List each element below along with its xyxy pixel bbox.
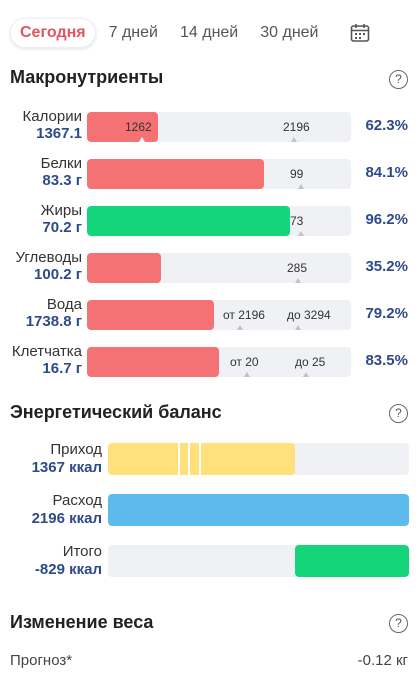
macro-row: Белки 83.3 г 99 84.1% — [0, 155, 416, 191]
energy-value: 1367 ккал — [31, 459, 102, 476]
forecast-value: -0.12 кг — [357, 652, 408, 669]
macro-value: 83.3 г — [42, 172, 82, 189]
macro-label: Белки 83.3 г — [41, 155, 82, 189]
macro-value: 70.2 г — [42, 219, 82, 236]
macro-name: Жиры — [40, 202, 82, 219]
weight-title: Изменение веса — [10, 612, 154, 632]
calendar-icon[interactable] — [350, 23, 370, 43]
tab-7-days[interactable]: 7 дней — [108, 24, 158, 41]
macro-label: Калории 1367.1 — [23, 108, 82, 142]
forecast-label: Прогноз* — [10, 652, 73, 669]
macro-target-tick — [291, 137, 297, 142]
macro-value: 1738.8 г — [25, 313, 82, 330]
macro-progress-bar: 285 — [87, 253, 351, 283]
energy-name: Итого — [62, 543, 102, 560]
energy-bar — [108, 545, 409, 577]
macro-progress-fill — [87, 159, 264, 189]
macro-min-marker: 1262 — [125, 120, 152, 134]
energy-bar-fill — [295, 545, 409, 577]
energy-row: Расход 2196 ккал — [0, 492, 416, 532]
energy-bar — [108, 494, 409, 526]
macro-progress-fill — [87, 112, 158, 142]
macro-min-tick — [139, 137, 145, 142]
macro-name: Белки — [40, 155, 82, 172]
energy-label: Итого -829 ккал — [35, 543, 102, 579]
macro-min-tick — [237, 325, 243, 330]
energy-row: Приход 1367 ккал — [0, 441, 416, 481]
macro-target-marker: до 3294 — [287, 308, 331, 322]
macro-value: 100.2 г — [34, 266, 82, 283]
macro-value: 1367.1 — [36, 125, 82, 142]
macro-percent: 84.1% — [365, 164, 408, 181]
macro-progress-bar: от 2196 до 3294 — [87, 300, 351, 330]
macro-target-marker: 73 — [290, 214, 304, 228]
macros-title: Макронутриенты — [10, 67, 164, 87]
energy-value: -829 ккал — [34, 561, 102, 578]
tab-14-days[interactable]: 14 дней — [179, 24, 239, 41]
energy-label: Приход 1367 ккал — [32, 441, 102, 477]
macro-target-tick — [303, 372, 309, 377]
macro-row: Углеводы 100.2 г 285 35.2% — [0, 249, 416, 285]
macro-min-marker: от 2196 — [223, 308, 265, 322]
macro-label: Углеводы 100.2 г — [16, 249, 82, 283]
macro-name: Вода — [46, 296, 82, 313]
macro-target-tick — [298, 231, 304, 236]
macro-target-tick — [295, 325, 301, 330]
macro-label: Вода 1738.8 г — [26, 296, 82, 330]
energy-name: Расход — [52, 492, 102, 509]
macro-target-marker: 2196 — [283, 120, 310, 134]
energy-help-icon[interactable]: ? — [389, 404, 408, 423]
energy-title: Энергетический баланс — [10, 402, 222, 422]
tab-30-days[interactable]: 30 дней — [260, 24, 319, 41]
macro-progress-fill — [87, 253, 161, 283]
macro-percent: 83.5% — [365, 352, 408, 369]
energy-segment-divider — [188, 443, 190, 475]
macro-progress-bar: 99 — [87, 159, 351, 189]
energy-name: Приход — [50, 441, 102, 458]
macro-label: Жиры 70.2 г — [41, 202, 82, 236]
period-tabs: Сегодня 7 дней 14 дней 30 дней — [10, 17, 406, 49]
macro-label: Клетчатка 16.7 г — [12, 343, 82, 377]
energy-segment-divider — [178, 443, 180, 475]
macro-progress-bar: 73 — [87, 206, 351, 236]
macros-help-icon[interactable]: ? — [389, 70, 408, 89]
macro-progress-fill — [87, 206, 290, 236]
macro-row: Вода 1738.8 г от 2196 до 3294 79.2% — [0, 296, 416, 332]
energy-bar-fill — [108, 443, 295, 475]
macro-progress-fill — [87, 300, 214, 330]
weight-help-icon[interactable]: ? — [389, 614, 408, 633]
macro-row: Жиры 70.2 г 73 96.2% — [0, 202, 416, 238]
macro-percent: 35.2% — [365, 258, 408, 275]
macro-target-marker: 99 — [290, 167, 304, 181]
macro-min-tick — [244, 372, 250, 377]
macro-target-tick — [298, 184, 304, 189]
energy-label: Расход 2196 ккал — [32, 492, 102, 528]
energy-segment-divider — [199, 443, 201, 475]
energy-row: Итого -829 ккал — [0, 543, 416, 583]
macro-row: Калории 1367.1 1262 2196 62.3% — [0, 108, 416, 144]
macro-value: 16.7 г — [42, 360, 82, 377]
energy-value: 2196 ккал — [31, 510, 102, 527]
macro-min-marker: от 20 — [230, 355, 259, 369]
macro-progress-bar: 1262 2196 — [87, 112, 351, 142]
energy-bar-fill — [108, 494, 409, 526]
macro-target-tick — [295, 278, 301, 283]
macro-progress-bar: от 20 до 25 — [87, 347, 351, 377]
macro-target-marker: 285 — [287, 261, 308, 275]
macro-percent: 96.2% — [365, 211, 408, 228]
macro-progress-fill — [87, 347, 219, 377]
macro-percent: 79.2% — [365, 305, 408, 322]
macro-name: Клетчатка — [11, 343, 82, 360]
macro-target-marker: до 25 — [295, 355, 326, 369]
macro-row: Клетчатка 16.7 г от 20 до 25 83.5% — [0, 343, 416, 379]
macro-name: Калории — [22, 108, 82, 125]
macro-name: Углеводы — [15, 249, 82, 266]
tab-today[interactable]: Сегодня — [10, 18, 96, 48]
energy-bar — [108, 443, 409, 475]
macro-percent: 62.3% — [365, 117, 408, 134]
